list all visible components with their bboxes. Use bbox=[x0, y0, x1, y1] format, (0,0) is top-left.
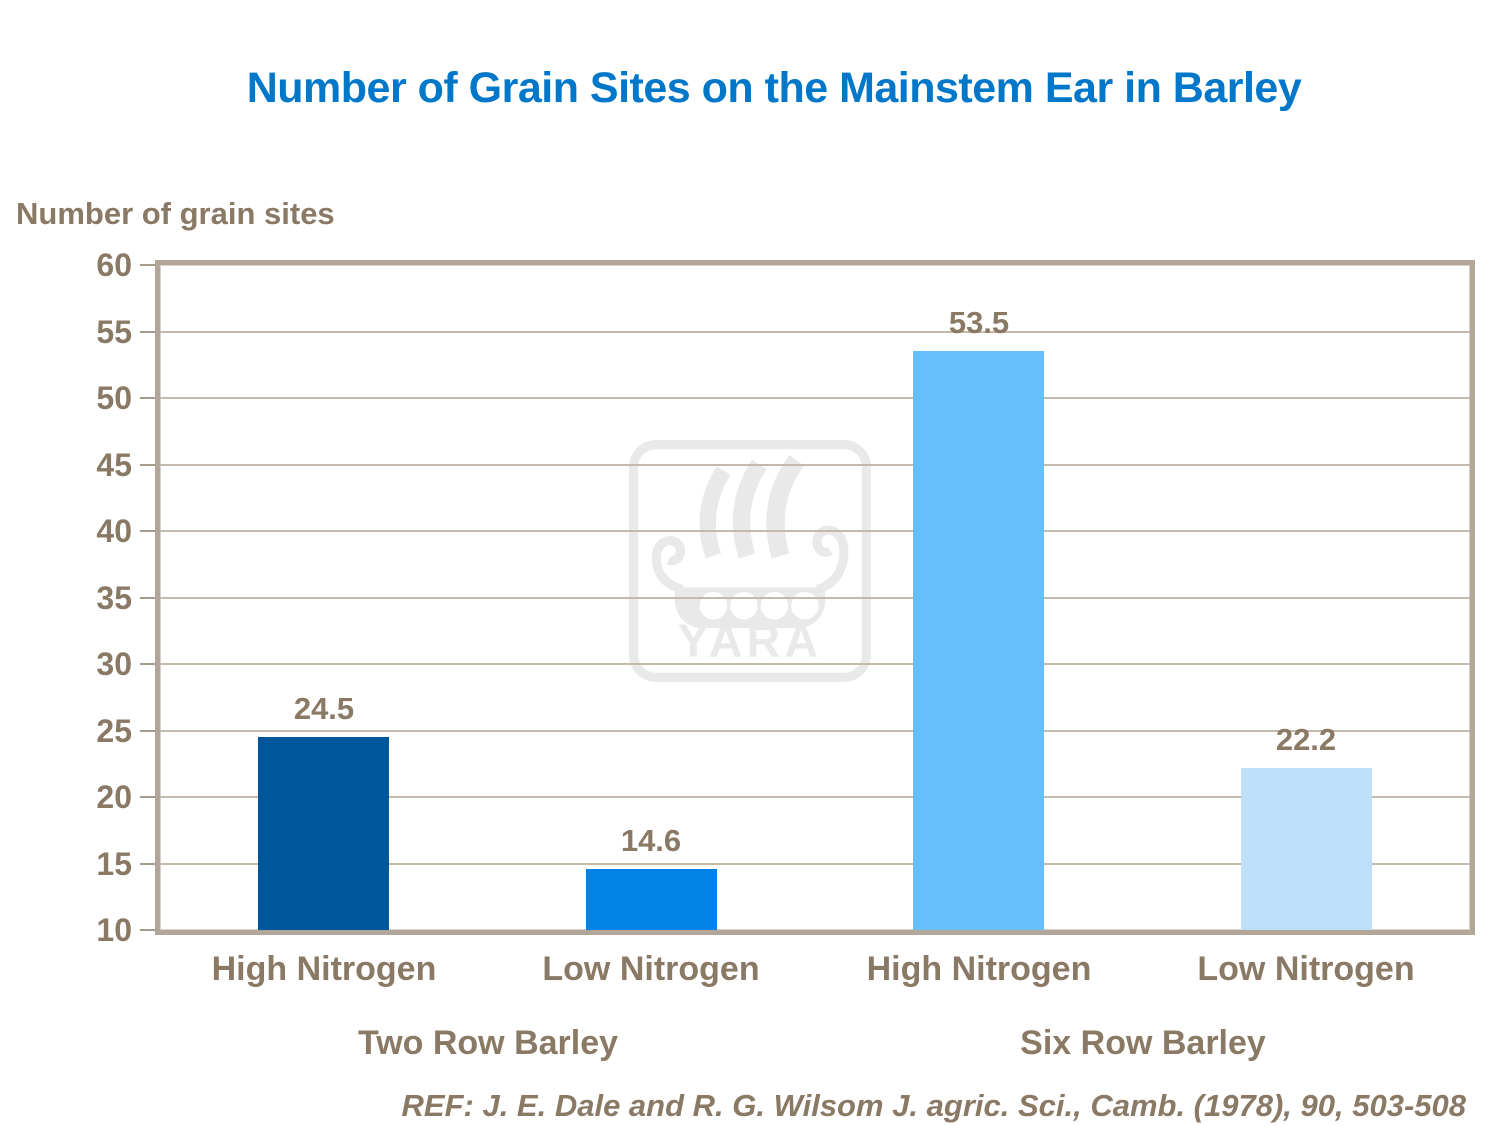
category-label-3-low-nitrogen: Low Nitrogen bbox=[1197, 950, 1415, 988]
chart-title: Number of Grain Sites on the Mainstem Ea… bbox=[246, 64, 1302, 112]
gridline-55 bbox=[160, 331, 1470, 333]
category-label-0-high-nitrogen: High Nitrogen bbox=[211, 950, 437, 988]
y-tick-mark-30 bbox=[140, 663, 155, 665]
y-tick-label-55: 55 bbox=[96, 314, 132, 350]
y-tick-mark-35 bbox=[140, 597, 155, 599]
y-tick-mark-55 bbox=[140, 331, 155, 333]
yara-watermark: YARA bbox=[629, 440, 871, 682]
y-tick-label-60: 60 bbox=[96, 247, 132, 283]
gridline-15 bbox=[160, 863, 1470, 865]
value-label-two-row-barley-high-nitrogen: 24.5 bbox=[293, 691, 355, 726]
gridline-25 bbox=[160, 730, 1470, 732]
y-tick-label-30: 30 bbox=[96, 646, 132, 682]
y-tick-label-25: 25 bbox=[96, 713, 132, 749]
bar-six-row-barley-low-nitrogen bbox=[1241, 768, 1372, 930]
value-label-six-row-barley-high-nitrogen: 53.5 bbox=[948, 305, 1010, 340]
gridline-45 bbox=[160, 464, 1470, 466]
y-tick-label-20: 20 bbox=[96, 779, 132, 815]
gridline-30 bbox=[160, 663, 1470, 665]
y-axis-title: Number of grain sites bbox=[16, 196, 335, 231]
value-label-six-row-barley-low-nitrogen: 22.2 bbox=[1275, 722, 1337, 757]
gridline-20 bbox=[160, 796, 1470, 798]
viking-ship-icon bbox=[651, 454, 849, 629]
bar-six-row-barley-high-nitrogen bbox=[913, 351, 1044, 930]
y-tick-mark-50 bbox=[140, 397, 155, 399]
plot-area: YARA 24.5 14.6 53.5 22.2 bbox=[155, 260, 1475, 935]
y-tick-mark-15 bbox=[140, 863, 155, 865]
y-tick-mark-20 bbox=[140, 796, 155, 798]
bar-two-row-barley-low-nitrogen bbox=[586, 869, 717, 930]
gridline-40 bbox=[160, 530, 1470, 532]
y-tick-label-40: 40 bbox=[96, 513, 132, 549]
category-label-2-high-nitrogen: High Nitrogen bbox=[866, 950, 1092, 988]
y-tick-label-50: 50 bbox=[96, 380, 132, 416]
y-tick-mark-10 bbox=[140, 929, 155, 931]
value-label-two-row-barley-low-nitrogen: 14.6 bbox=[620, 823, 682, 858]
reference-citation: REF: J. E. Dale and R. G. Wilsom J. agri… bbox=[401, 1088, 1466, 1123]
group-label-six-row-barley: Six Row Barley bbox=[1020, 1024, 1266, 1062]
y-tick-mark-40 bbox=[140, 530, 155, 532]
category-label-1-low-nitrogen: Low Nitrogen bbox=[542, 950, 760, 988]
y-tick-mark-45 bbox=[140, 464, 155, 466]
gridline-50 bbox=[160, 397, 1470, 399]
y-tick-label-45: 45 bbox=[96, 447, 132, 483]
y-tick-mark-25 bbox=[140, 730, 155, 732]
y-tick-label-10: 10 bbox=[96, 912, 132, 948]
yara-wordmark: YARA bbox=[678, 615, 822, 667]
y-tick-mark-60 bbox=[140, 264, 155, 266]
gridline-35 bbox=[160, 597, 1470, 599]
y-tick-label-15: 15 bbox=[96, 846, 132, 882]
bar-two-row-barley-high-nitrogen bbox=[258, 737, 389, 930]
y-tick-label-35: 35 bbox=[96, 580, 132, 616]
yara-logo-frame bbox=[629, 440, 871, 682]
group-label-two-row-barley: Two Row Barley bbox=[357, 1024, 619, 1062]
